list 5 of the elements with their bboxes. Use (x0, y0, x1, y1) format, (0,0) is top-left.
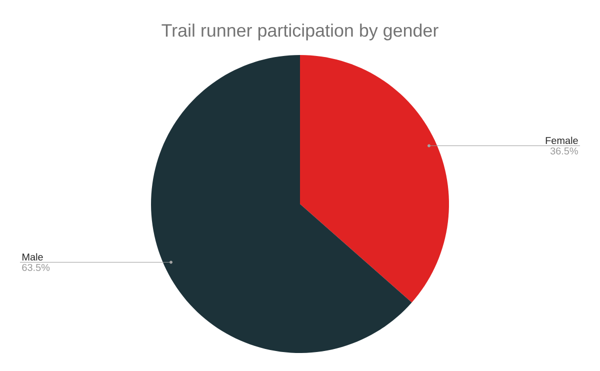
data-label: 63.5% (22, 264, 50, 271)
chart-title: Trail runner participation by gender (162, 24, 438, 40)
slice-label: Male (22, 253, 43, 261)
slice-label: Female (546, 136, 578, 144)
data-label: 36.5% (550, 147, 578, 154)
